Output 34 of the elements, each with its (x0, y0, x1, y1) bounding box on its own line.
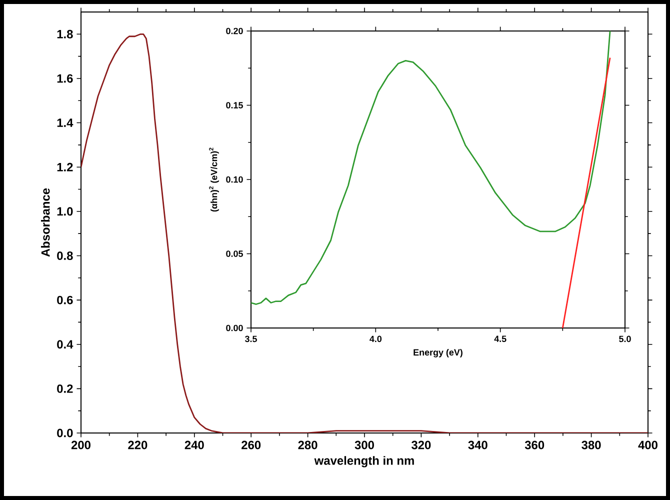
y-tick-label: 1.6 (57, 74, 73, 83)
y-tick-label: 0.05 (226, 250, 243, 257)
y-tick-label: 0.20 (226, 28, 243, 34)
y-tick-label: 0.2 (57, 384, 73, 393)
y-tick-label: 0.0 (57, 428, 73, 438)
y-tick-label: 1.0 (57, 207, 73, 216)
x-tick-label: 240 (184, 440, 204, 450)
y-tick-label: 0.8 (57, 252, 73, 260)
x-tick-label: 300 (354, 440, 374, 450)
x-tick-label: 3.5 (244, 336, 257, 342)
y-axis-title: (αhn)$^{2}$ (eV/cm)$^{2}$ (209, 148, 219, 212)
x-tick-label: 4.5 (494, 336, 506, 342)
y-tick-label: 1.8 (57, 30, 73, 38)
x-tick-label: 260 (242, 440, 261, 450)
y-tick-label: 1.2 (57, 162, 73, 172)
y-tick-label: 1.4 (57, 118, 74, 127)
x-tick-label: 380 (582, 440, 601, 450)
y-tick-label: 0.10 (226, 176, 243, 183)
x-tick-label: 320 (412, 440, 431, 450)
x-tick-label: 5.0 (619, 336, 631, 342)
y-tick-label: 0.00 (226, 324, 243, 332)
y-tick-label: 0.6 (57, 296, 73, 304)
x-tick-label: 220 (128, 440, 148, 450)
x-tick-label: 200 (71, 440, 90, 450)
x-axis-title: Energy (eV) (414, 348, 462, 358)
x-tick-label: 4.0 (370, 336, 382, 342)
x-axis-title: wavelength in nm (314, 456, 414, 468)
x-tick-label: 400 (638, 440, 658, 450)
x-tick-label: 280 (298, 440, 318, 450)
y-axis-title: Absorbance (40, 188, 50, 257)
x-tick-label: 360 (524, 440, 544, 450)
y-tick-label: 0.4 (57, 340, 74, 349)
x-tick-label: 340 (468, 440, 488, 450)
y-tick-label: 0.15 (226, 102, 243, 108)
